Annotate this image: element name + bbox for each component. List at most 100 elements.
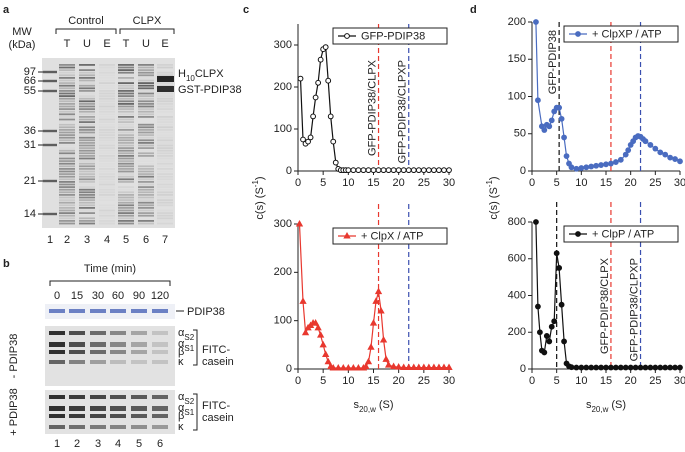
gel-band: [59, 126, 75, 129]
gel-band: [138, 196, 154, 199]
gel-band: [118, 152, 134, 155]
gel-band: [152, 360, 168, 364]
gel-band: [79, 123, 95, 126]
gel-band: [138, 131, 154, 134]
gel-band: [118, 170, 134, 173]
gel-band: [157, 194, 173, 196]
gel-band: [138, 173, 154, 175]
gel-band: [43, 89, 57, 93]
marker: [612, 364, 619, 371]
casein-label: FITC-: [202, 344, 230, 356]
gel-band: [69, 406, 85, 411]
legend-box: [332, 27, 448, 45]
marker: [425, 167, 432, 174]
gel-band: [99, 168, 115, 170]
gel-band: [69, 395, 85, 399]
marker: [568, 164, 575, 171]
gel-band: [118, 84, 134, 87]
gel-band: [59, 66, 75, 69]
gel-band: [118, 74, 134, 76]
gel-band: [79, 90, 95, 92]
gel-band: [118, 108, 134, 110]
gel-band: [157, 204, 173, 207]
gel-band: [152, 309, 168, 313]
gel-band: [90, 309, 106, 313]
marker: [647, 364, 654, 371]
marker: [319, 340, 327, 348]
marker: [382, 355, 390, 362]
gel-band: [138, 199, 154, 201]
gel-band: [118, 142, 134, 144]
marker: [314, 323, 322, 331]
gel-band: [99, 80, 115, 82]
marker: [299, 297, 307, 304]
gel-band: [118, 220, 134, 222]
legend-box: [563, 225, 679, 243]
gel-band: [131, 350, 147, 354]
y-tick-label: 200: [274, 266, 292, 278]
legend-marker: [575, 31, 581, 37]
gel-band: [118, 97, 134, 100]
gel-band: [69, 425, 85, 429]
gel-band: [79, 175, 95, 178]
gel-band: [59, 155, 75, 157]
gel-band: [79, 108, 95, 110]
gel-band: [118, 196, 134, 199]
marker: [546, 338, 553, 345]
lane-number: 2: [74, 438, 80, 450]
x-tick-label: 10: [575, 375, 587, 387]
gel-band: [138, 139, 154, 142]
lane-number: 4: [104, 234, 110, 246]
marker: [546, 123, 553, 130]
gel-band: [157, 186, 173, 188]
time-label: 15: [71, 290, 83, 302]
gel-band: [157, 97, 173, 100]
gel-band: [131, 342, 147, 347]
marker: [379, 335, 388, 343]
row-label: + PDIP38: [8, 388, 20, 435]
gel-band: [157, 64, 173, 66]
lane-number: 1: [54, 438, 60, 450]
gel-band: [99, 74, 115, 76]
y-tick-label: 200: [508, 16, 526, 28]
gel-band: [157, 199, 173, 201]
gel-band: [99, 116, 115, 118]
y-tick-label: 400: [508, 289, 526, 301]
gel-band: [118, 178, 134, 181]
gel-band: [99, 105, 115, 108]
y-tick-label: 50: [514, 128, 526, 140]
gel-band: [157, 220, 173, 222]
text-part: s: [353, 399, 359, 411]
gel-band: [99, 158, 115, 160]
marker: [370, 167, 377, 174]
x-axis-label: s20,w (S): [586, 399, 626, 414]
marker: [603, 364, 609, 371]
marker: [365, 167, 372, 174]
gel-band: [138, 222, 154, 225]
gel-band: [131, 309, 147, 313]
gel-band: [99, 160, 115, 162]
gel-band: [43, 79, 57, 83]
gel-band: [79, 155, 95, 157]
fraction-label: U: [83, 38, 91, 50]
gel-band: [79, 194, 95, 196]
gel-band: [157, 160, 173, 162]
reference-label: GFP-PDIP38/CLPXP: [397, 60, 409, 163]
gel-band: [118, 136, 134, 139]
x-tick-label: 20: [393, 177, 405, 189]
marker: [395, 167, 402, 174]
gel-band: [118, 168, 134, 170]
gel-band: [99, 131, 115, 134]
gel-band: [118, 201, 134, 204]
gel-band: [138, 214, 154, 217]
marker: [608, 160, 614, 167]
legend-label: + ClpXP / ATP: [592, 28, 662, 40]
gel-band: [118, 129, 134, 131]
marker: [355, 167, 362, 174]
marker: [395, 363, 403, 370]
gel-band: [118, 207, 134, 209]
casein-label: casein: [202, 356, 234, 368]
gel-band: [118, 123, 134, 126]
gel-band: [157, 165, 173, 167]
gel-band: [118, 64, 134, 66]
